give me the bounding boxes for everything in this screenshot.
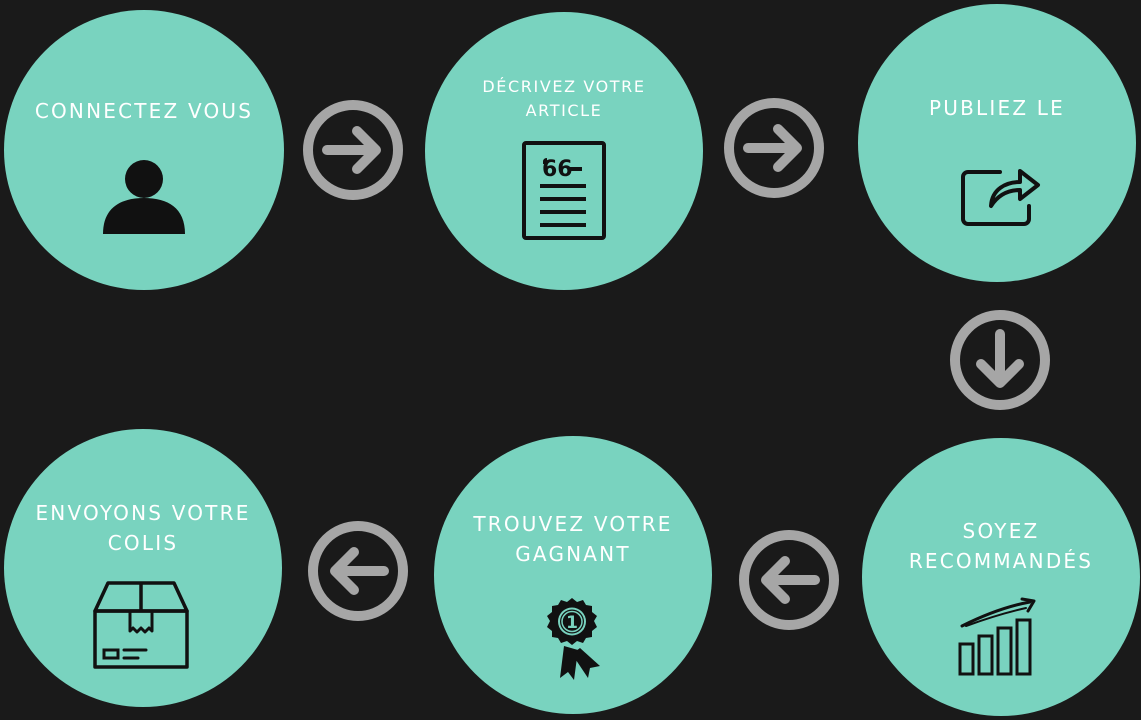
step-winner-label: TROUVEZ VOTRE GAGNANT: [473, 512, 673, 566]
share-icon: [961, 169, 1040, 226]
step-connect: CONNECTEZ VOUS: [4, 10, 284, 290]
step-describe: DÉCRIVEZ VOTRE ARTICLE 66: [425, 12, 703, 290]
step-recommended-label: SOYEZ RECOMMANDÉS: [908, 519, 1094, 573]
step-ship-label: ENVOYONS VOTRE COLIS: [35, 501, 251, 555]
growth-chart-icon: [958, 597, 1036, 676]
arrow-right-icon: [303, 100, 403, 200]
step-publish: PUBLIEZ LE: [858, 4, 1136, 282]
award-ribbon-icon: 1: [547, 598, 600, 680]
step-recommended: SOYEZ RECOMMANDÉS: [862, 438, 1140, 716]
arrow-down-icon: [950, 310, 1050, 410]
svg-text:1: 1: [566, 613, 578, 633]
step-publish-label: PUBLIEZ LE: [929, 96, 1065, 120]
svg-text:66: 66: [542, 157, 573, 182]
step-ship: ENVOYONS VOTRE COLIS: [4, 429, 282, 707]
document-icon: 66: [522, 141, 606, 240]
step-connect-label: CONNECTEZ VOUS: [34, 99, 254, 123]
step-winner: TROUVEZ VOTRE GAGNANT 1: [434, 436, 712, 714]
step-describe-label: DÉCRIVEZ VOTRE ARTICLE: [482, 77, 646, 120]
arrow-left-icon: [308, 521, 408, 621]
arrow-left-icon: [739, 530, 839, 630]
arrow-right-icon: [724, 98, 824, 198]
user-icon: [103, 160, 185, 234]
package-box-icon: [93, 581, 189, 669]
